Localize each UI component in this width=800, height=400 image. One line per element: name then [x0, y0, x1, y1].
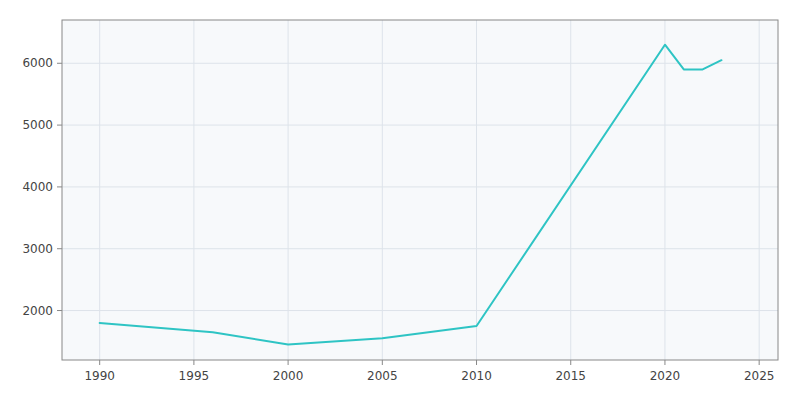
- x-tick-label: 2020: [650, 369, 681, 383]
- x-tick-label: 1990: [84, 369, 115, 383]
- x-grid-line: [759, 20, 760, 360]
- x-tick-label: 2010: [461, 369, 492, 383]
- x-tick: [382, 360, 383, 365]
- x-grid-line: [476, 20, 477, 360]
- x-grid-line: [664, 20, 665, 360]
- y-tick-label: 2000: [22, 304, 53, 318]
- chart-container: 1990 1995 2000 2005 2010 2015 2020 2025 2000 3000…: [0, 0, 800, 400]
- x-tick-label: 2015: [555, 369, 586, 383]
- y-grid-line: [62, 186, 778, 187]
- series-group: [100, 45, 722, 345]
- data-line: [100, 45, 722, 345]
- y-grid-line: [62, 310, 778, 311]
- x-tick: [570, 360, 571, 365]
- y-tick-label: 3000: [22, 242, 53, 256]
- x-tick: [99, 360, 100, 365]
- y-tick: [57, 186, 62, 187]
- chart-svg: 1990 1995 2000 2005 2010 2015 2020 2025 2000 3000…: [0, 0, 800, 400]
- y-grid-line: [62, 125, 778, 126]
- x-tick: [193, 360, 194, 365]
- x-grid-line: [570, 20, 571, 360]
- y-tick: [57, 125, 62, 126]
- x-grid-line: [99, 20, 100, 360]
- y-tick: [57, 310, 62, 311]
- y-tick-label: 5000: [22, 118, 53, 132]
- tick-labels: 1990 1995 2000 2005 2010 2015 2020 2025 2000 3000…: [22, 56, 774, 383]
- x-tick-label: 2025: [744, 369, 775, 383]
- plot-background: [62, 20, 778, 360]
- x-grid-line: [382, 20, 383, 360]
- y-tick-label: 6000: [22, 56, 53, 70]
- y-grid-line: [62, 63, 778, 64]
- plot-frame: [62, 20, 778, 360]
- y-tick: [57, 63, 62, 64]
- x-tick: [759, 360, 760, 365]
- x-tick-label: 2005: [367, 369, 398, 383]
- x-tick: [288, 360, 289, 365]
- y-grid-line: [62, 248, 778, 249]
- x-tick-label: 1995: [179, 369, 210, 383]
- grid: [57, 20, 778, 365]
- x-tick-label: 2000: [273, 369, 304, 383]
- x-tick: [664, 360, 665, 365]
- x-grid-line: [193, 20, 194, 360]
- y-tick-label: 4000: [22, 180, 53, 194]
- y-tick: [57, 248, 62, 249]
- x-tick: [476, 360, 477, 365]
- x-grid-line: [288, 20, 289, 360]
